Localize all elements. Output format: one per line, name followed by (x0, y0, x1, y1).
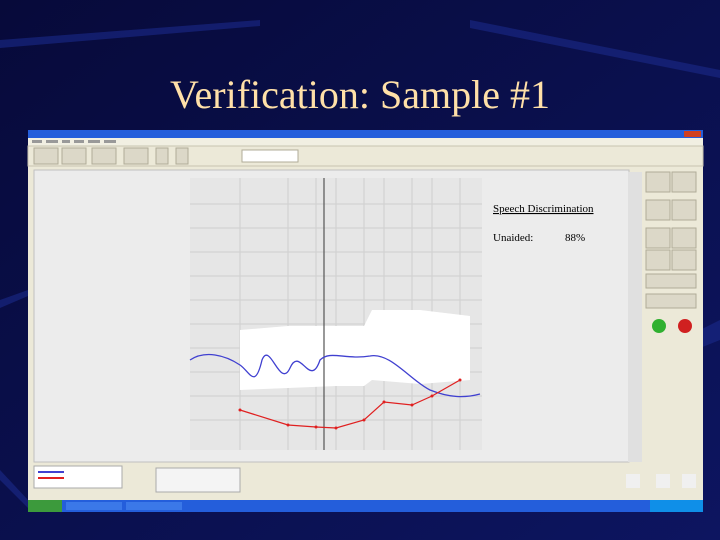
title-bar (28, 130, 703, 138)
go-button[interactable] (652, 319, 666, 333)
level-slider[interactable] (628, 172, 642, 462)
unaided-points (238, 378, 462, 430)
result-heading: Speech Discrimination (493, 203, 594, 215)
task-item[interactable] (66, 502, 122, 510)
close-button[interactable] (684, 131, 701, 137)
tray (650, 500, 703, 512)
undo-icon[interactable] (656, 474, 670, 488)
speech-range (240, 310, 470, 390)
erase-icon[interactable] (682, 474, 696, 488)
toolbar (27, 145, 704, 167)
streaks (0, 20, 720, 508)
result-value: 88% (565, 232, 585, 244)
menu-items (32, 140, 116, 143)
side-buttons[interactable] (645, 171, 697, 309)
taskbar (28, 500, 703, 512)
stop-button[interactable] (678, 319, 692, 333)
aided-curve (189, 353, 481, 398)
toolbar-buttons[interactable] (33, 147, 299, 165)
screenshot: Speech Discrimination Unaided: 88% (27, 130, 704, 512)
start-button[interactable] (28, 500, 62, 512)
result-label: Unaided: (493, 232, 533, 244)
playback-panel[interactable] (155, 467, 241, 493)
menu-bar (28, 138, 703, 146)
discard-icon[interactable] (626, 474, 640, 488)
task-item[interactable] (126, 502, 182, 510)
slide-title: Verification: Sample #1 (170, 72, 550, 117)
